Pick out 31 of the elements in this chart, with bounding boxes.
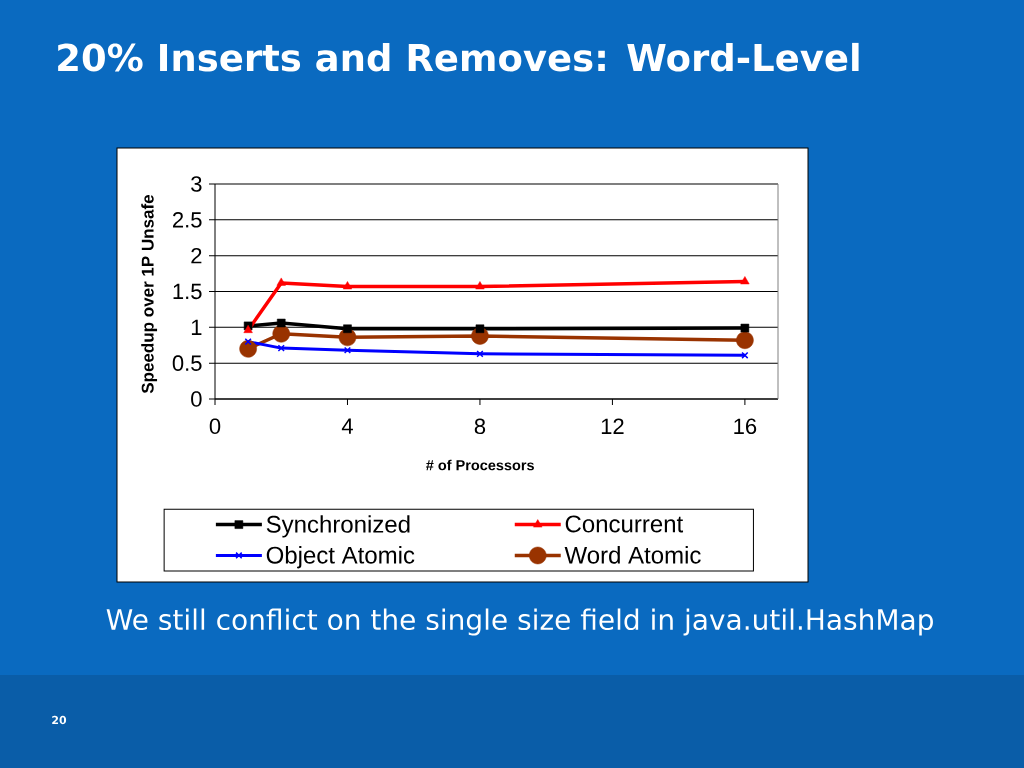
x-tick-label: 16 <box>734 418 757 435</box>
point <box>740 323 750 333</box>
point <box>239 340 257 358</box>
legend-label: Synchronized <box>266 515 410 538</box>
x-axis-title: # of Processors <box>426 459 534 471</box>
y-tick-label: 2 <box>191 247 202 264</box>
point <box>276 277 286 286</box>
point <box>475 281 485 290</box>
point <box>276 318 286 328</box>
y-tick-label: 3 <box>191 176 202 192</box>
x-tick-label: 8 <box>474 418 486 435</box>
y-axis-title: Speedup over 1P Unsafe <box>141 195 158 394</box>
y-tick-label: 1 <box>191 319 202 335</box>
x-tick-label: 4 <box>341 418 353 434</box>
y-tick-label: 2.5 <box>173 212 202 228</box>
point <box>343 324 352 334</box>
text: 20 <box>52 715 67 725</box>
text: We still conflict on the single size field in java.util.HashMap <box>106 608 933 636</box>
point <box>342 281 353 290</box>
point <box>475 324 485 334</box>
chart-title: 20% Inserts and Removes: Word-Level <box>58 42 859 72</box>
y-tick-label: 0 <box>191 391 202 407</box>
x-tick-label: 12 <box>601 418 624 434</box>
y-tick-label: 1.5 <box>173 283 202 300</box>
y-tick-label: 0.5 <box>172 355 202 371</box>
legend-label: Concurrent <box>565 515 684 533</box>
point <box>736 331 754 349</box>
legend-label: Word Atomic <box>564 546 701 564</box>
legend-label: Object Atomic <box>266 546 415 569</box>
point <box>740 276 750 285</box>
x-tick-label: 0 <box>209 418 221 435</box>
